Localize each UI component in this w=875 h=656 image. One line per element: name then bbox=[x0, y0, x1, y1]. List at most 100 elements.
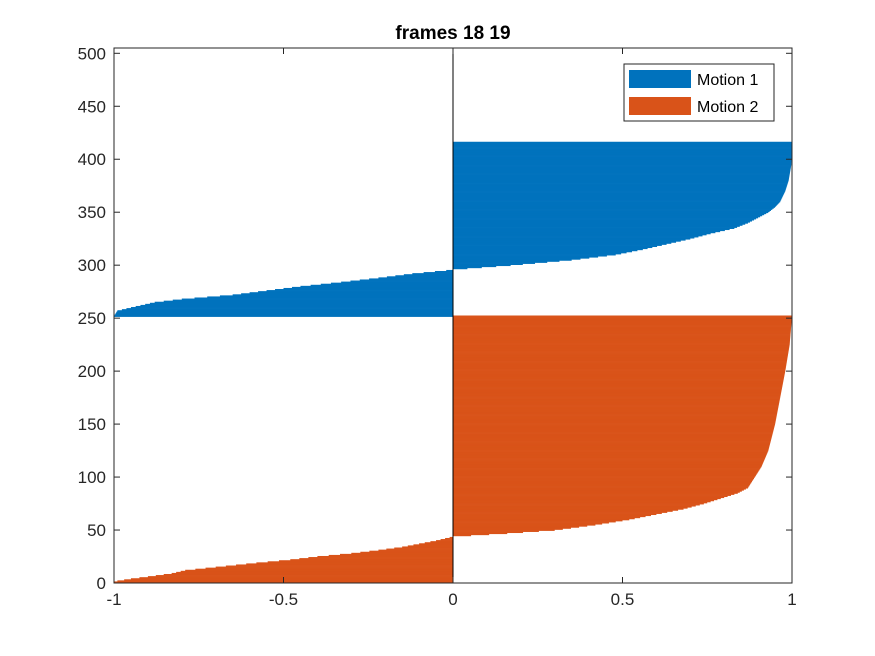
bar bbox=[453, 380, 784, 382]
bar bbox=[453, 501, 708, 504]
bar bbox=[453, 471, 759, 473]
bar bbox=[453, 175, 790, 178]
bar bbox=[453, 381, 784, 383]
bar bbox=[453, 180, 789, 183]
bar bbox=[453, 242, 672, 244]
bar bbox=[453, 379, 784, 381]
bar bbox=[453, 390, 782, 393]
bar bbox=[453, 338, 791, 341]
bar bbox=[290, 559, 453, 561]
y-tick-label: 200 bbox=[78, 362, 106, 381]
bar bbox=[453, 367, 786, 369]
bar bbox=[453, 249, 638, 252]
bar bbox=[453, 492, 738, 494]
bar bbox=[453, 429, 774, 432]
bar bbox=[453, 481, 752, 484]
bar bbox=[453, 207, 774, 209]
bar bbox=[453, 522, 609, 524]
bar bbox=[453, 220, 752, 222]
bar bbox=[453, 434, 773, 436]
bar bbox=[453, 177, 789, 180]
bar bbox=[453, 174, 790, 177]
bar bbox=[453, 357, 788, 360]
bar bbox=[114, 314, 453, 316]
bar bbox=[453, 364, 787, 366]
bar bbox=[453, 466, 761, 469]
bar bbox=[453, 323, 792, 326]
bar bbox=[126, 308, 454, 310]
bar bbox=[453, 254, 616, 256]
bar bbox=[453, 490, 742, 492]
bar bbox=[453, 519, 623, 522]
bar bbox=[453, 407, 779, 410]
bar bbox=[453, 509, 679, 511]
bar bbox=[453, 216, 759, 219]
bar bbox=[453, 511, 668, 513]
bar bbox=[453, 361, 787, 363]
bar bbox=[453, 264, 511, 267]
bar bbox=[453, 348, 789, 350]
bar bbox=[453, 144, 792, 147]
bar bbox=[453, 445, 770, 448]
bar bbox=[453, 425, 775, 428]
bar bbox=[394, 547, 453, 549]
bar bbox=[147, 576, 453, 578]
bar bbox=[453, 497, 721, 500]
bar bbox=[449, 536, 453, 539]
bar bbox=[440, 539, 453, 541]
bar bbox=[453, 397, 781, 399]
bar bbox=[453, 160, 792, 163]
bar bbox=[453, 345, 790, 347]
bar bbox=[176, 571, 453, 574]
bar bbox=[453, 506, 692, 508]
series-2-bars bbox=[114, 315, 792, 583]
legend-swatch-motion-1 bbox=[629, 70, 691, 88]
bar bbox=[185, 569, 453, 572]
x-tick-label: 0 bbox=[448, 590, 457, 609]
bar bbox=[453, 354, 788, 357]
bar bbox=[453, 460, 764, 463]
bar bbox=[453, 196, 783, 199]
bar bbox=[453, 521, 616, 523]
bar bbox=[453, 355, 788, 358]
bar bbox=[453, 231, 716, 234]
bar bbox=[453, 183, 788, 185]
bar bbox=[446, 269, 453, 272]
bar bbox=[453, 430, 774, 433]
bar bbox=[453, 227, 735, 229]
bar bbox=[453, 392, 781, 395]
bar bbox=[453, 473, 757, 475]
bar bbox=[232, 294, 453, 296]
legend-label-motion-1: Motion 1 bbox=[697, 72, 758, 89]
bar bbox=[453, 337, 791, 340]
bar bbox=[453, 457, 766, 459]
bar bbox=[453, 261, 548, 263]
bar bbox=[154, 301, 453, 304]
bar bbox=[453, 351, 789, 353]
bar bbox=[300, 285, 453, 288]
legend: Motion 1 Motion 2 bbox=[623, 63, 775, 122]
bar bbox=[453, 333, 791, 335]
bar bbox=[453, 495, 728, 498]
bar bbox=[246, 563, 453, 565]
bar bbox=[453, 197, 782, 200]
bar bbox=[453, 422, 776, 424]
bar bbox=[453, 315, 792, 317]
bar bbox=[453, 370, 786, 372]
bar bbox=[453, 368, 786, 370]
bar bbox=[453, 205, 777, 207]
bar bbox=[453, 260, 560, 262]
bar bbox=[130, 578, 453, 580]
bar bbox=[453, 374, 785, 377]
bar bbox=[453, 202, 780, 204]
bar bbox=[453, 185, 787, 187]
bar bbox=[412, 273, 453, 275]
bar bbox=[378, 277, 453, 279]
bar bbox=[453, 158, 792, 161]
y-tick-label: 100 bbox=[78, 468, 106, 487]
bar bbox=[310, 284, 453, 287]
bar bbox=[453, 415, 777, 417]
bar bbox=[453, 225, 740, 227]
bar bbox=[453, 344, 790, 346]
